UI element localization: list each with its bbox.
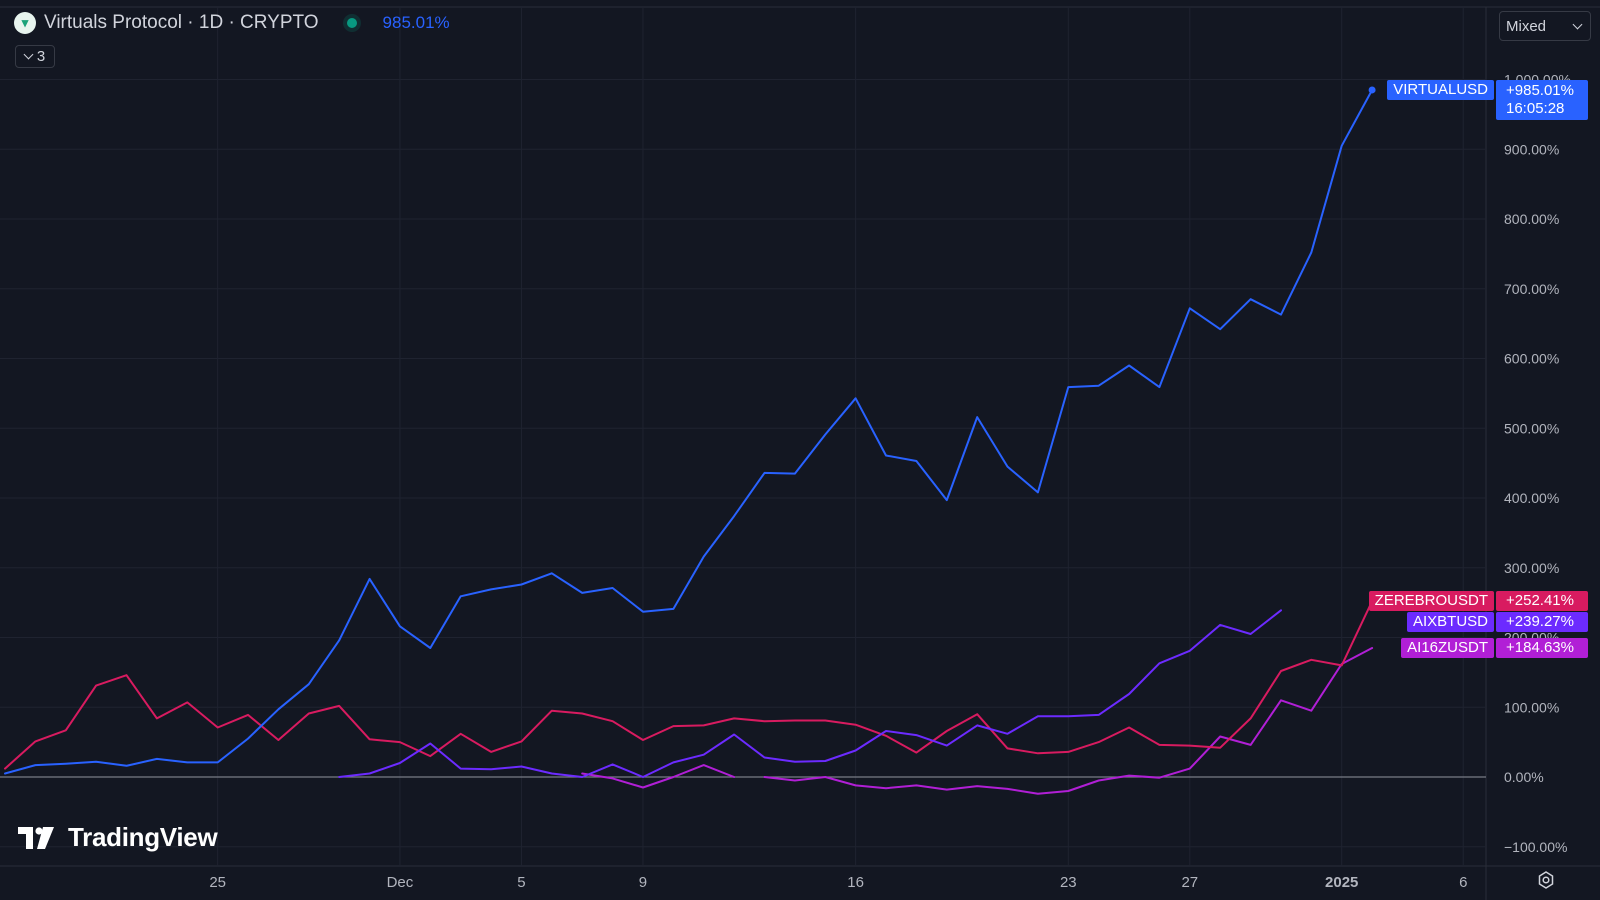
y-tick-label: 700.00%	[1504, 281, 1559, 297]
tradingview-watermark[interactable]: TradingView	[18, 822, 218, 853]
y-tick-label: −100.00%	[1504, 839, 1567, 855]
y-tick-label: 800.00%	[1504, 211, 1559, 227]
scale-mode-value: Mixed	[1506, 17, 1547, 35]
tradingview-logo-icon	[18, 826, 54, 849]
y-tick-label: 400.00%	[1504, 490, 1559, 506]
y-tick-label: 500.00%	[1504, 420, 1559, 436]
virtualusd-name-badge: VIRTUALUSD	[1387, 80, 1494, 100]
y-tick-label: 600.00%	[1504, 351, 1559, 367]
zerebrousdt-value-badge: +252.41%	[1496, 591, 1588, 611]
y-tick-label: 100.00%	[1504, 699, 1559, 715]
watermark-text: TradingView	[68, 822, 218, 852]
x-tick-label: 25	[209, 874, 226, 891]
ai16zusdt-value-badge: +184.63%	[1496, 638, 1588, 658]
aixbtusd-name-badge: AIXBTUSD	[1406, 612, 1494, 632]
series-line-ai16zusdt	[763, 647, 1374, 795]
y-tick-label: 900.00%	[1504, 141, 1559, 157]
aixbtusd-value-badge: +239.27%	[1496, 612, 1588, 632]
gear-icon[interactable]	[1536, 870, 1556, 890]
legend-value: 985.01%	[382, 13, 450, 32]
zerebrousdt-name-badge: ZEREBROUSDT	[1368, 591, 1494, 611]
virtualusd-price-badge: +985.01% 16:05:28	[1496, 80, 1588, 120]
x-tick-label: 23	[1060, 874, 1077, 891]
virtuals-logo-icon[interactable]: ▾	[14, 12, 36, 34]
virtualusd-value: +985.01%	[1506, 82, 1574, 99]
legend-title[interactable]: Virtuals Protocol · 1D · CRYPTO	[44, 12, 319, 33]
x-tick-label: 9	[639, 874, 647, 891]
indicator-count: 3	[36, 48, 46, 65]
virtualusd-countdown: 16:05:28	[1506, 100, 1565, 117]
series-line-aixbtusd	[338, 609, 1282, 778]
chevron-down-icon	[1572, 19, 1583, 29]
collapse-indicators-button[interactable]: 3	[15, 45, 55, 68]
x-tick-label: 2025	[1325, 874, 1358, 891]
x-tick-label: 5	[517, 874, 525, 891]
series-legend: ▾ Virtuals Protocol · 1D · CRYPTO 985.01…	[14, 12, 450, 34]
x-tick-label: 27	[1181, 874, 1198, 891]
x-tick-label: Dec	[387, 874, 414, 891]
y-tick-label: 0.00%	[1504, 769, 1544, 785]
series-line-zerebrousdt	[4, 600, 1374, 770]
x-tick-label: 16	[847, 874, 864, 891]
ai16zusdt-name-badge: AI16ZUSDT	[1401, 638, 1494, 658]
chevron-down-icon	[23, 49, 34, 60]
series-last-point-virtualusd	[1368, 86, 1376, 94]
y-tick-label: 300.00%	[1504, 560, 1559, 576]
series-line-virtualusd	[4, 89, 1374, 775]
x-tick-label: 6	[1459, 874, 1467, 891]
market-status-dot[interactable]	[346, 18, 357, 28]
scale-mode-select[interactable]: Mixed	[1499, 11, 1591, 41]
series-line-ai16zusdt	[581, 764, 736, 789]
